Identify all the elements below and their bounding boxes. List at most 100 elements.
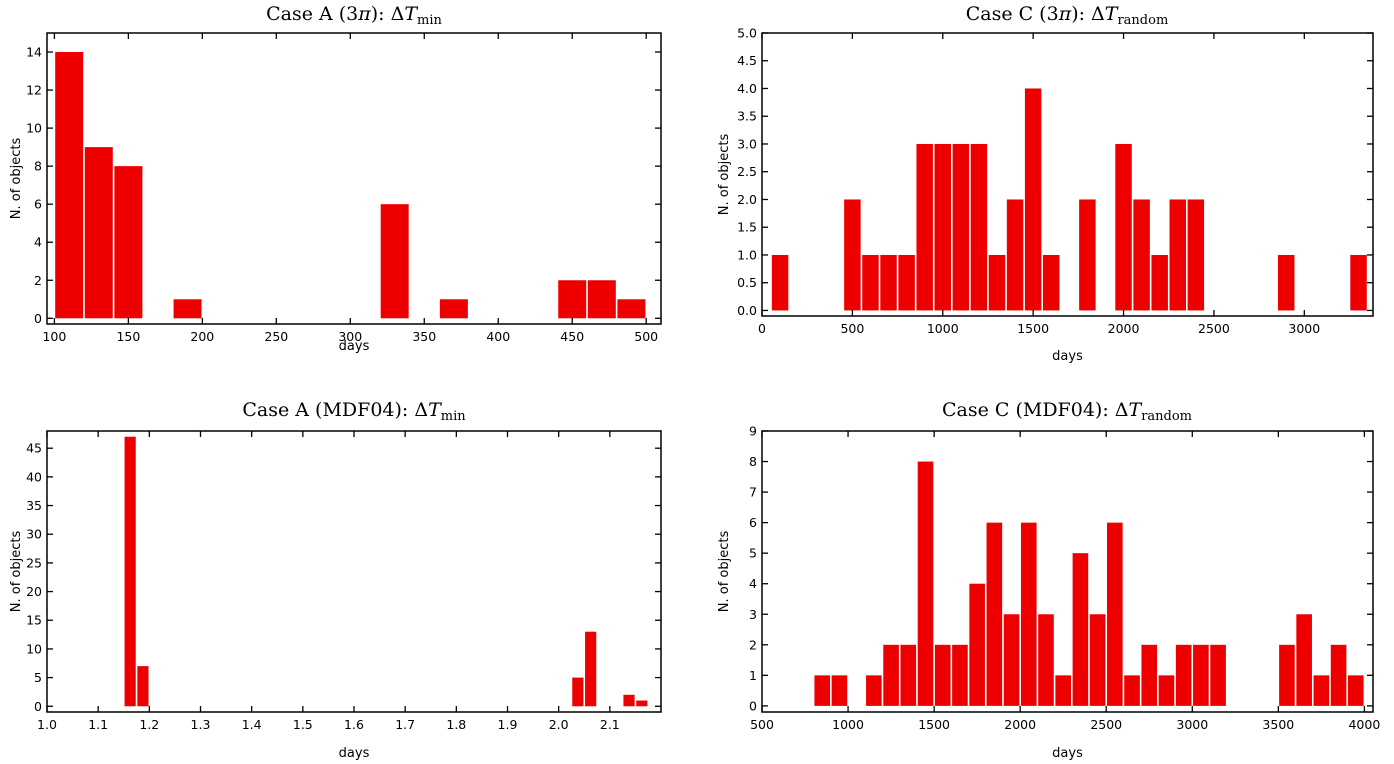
title-title-var: T xyxy=(1105,3,1119,25)
y-tick-label: 2.0 xyxy=(737,192,757,207)
title-title-var: T xyxy=(404,3,418,25)
x-tick-label: 3500 xyxy=(1262,717,1294,732)
histogram-bar xyxy=(1158,675,1175,706)
histogram-bar xyxy=(1279,644,1295,706)
histogram-bar xyxy=(880,254,897,311)
title-title-var: T xyxy=(428,399,442,421)
histogram-bar xyxy=(1141,644,1158,706)
y-tick-label: 45 xyxy=(26,441,42,456)
chart-panel-4: 500 1000 1500 2000 2500 3000 3500 4000 0 1 2 3 4 5 6 7 8… xyxy=(717,399,1380,761)
y-tick-label: 5 xyxy=(749,546,757,561)
y-tick-label: 0.0 xyxy=(737,303,757,318)
histogram-bar xyxy=(1038,614,1054,706)
histogram-bar xyxy=(900,644,917,706)
histogram-bar xyxy=(934,143,952,311)
histogram-bar xyxy=(572,677,584,707)
y-tick-label: 5.0 xyxy=(737,26,757,41)
histogram-bar xyxy=(587,280,616,319)
y-tick-label: 25 xyxy=(26,555,42,570)
y-tick-label: 7 xyxy=(749,485,757,500)
plot-frame xyxy=(46,32,662,325)
histogram-bar xyxy=(898,254,915,311)
x-tick-label: 4000 xyxy=(1348,717,1380,732)
x-tick-label: 400 xyxy=(486,329,510,344)
y-tick-label: 8 xyxy=(34,159,42,174)
y-tick-label: 0 xyxy=(34,311,42,326)
x-tick-label: 150 xyxy=(116,329,140,344)
histogram-bar xyxy=(1277,254,1295,311)
y-tick-label: 6 xyxy=(749,515,757,530)
histogram-bar xyxy=(558,280,587,319)
y-tick-label: 2 xyxy=(34,273,42,288)
histogram-bar xyxy=(952,644,968,706)
histogram-bar xyxy=(1193,644,1209,706)
y-tick-label: 4.5 xyxy=(737,53,757,68)
histogram-bar xyxy=(844,199,861,311)
x-tick-label: 1.4 xyxy=(242,717,262,732)
title-title-sub: min xyxy=(441,409,466,424)
x-tick-label: 2000 xyxy=(1004,717,1036,732)
title-title-main: Case A (MDF04): Δ xyxy=(242,399,428,421)
y-tick-label: 12 xyxy=(26,83,42,98)
x-tick-label: 300 xyxy=(338,329,362,344)
y-tick-label: 6 xyxy=(34,197,42,212)
title-title-sub: random xyxy=(1141,409,1192,424)
title-title-mid: ): Δ xyxy=(1071,3,1105,25)
histogram-bar xyxy=(917,461,934,706)
y-tick-label: 3.0 xyxy=(737,136,757,151)
histogram-bar xyxy=(84,147,113,319)
y-tick-label: 8 xyxy=(749,454,757,469)
y-tick-label: 2.5 xyxy=(737,164,757,179)
y-tick-label: 35 xyxy=(26,498,42,513)
x-tick-label: 1000 xyxy=(832,717,864,732)
x-tick-label: 500 xyxy=(634,329,658,344)
histogram-bar xyxy=(934,644,951,706)
title-title-pi: π xyxy=(357,3,371,25)
y-tick-label: 9 xyxy=(749,424,757,439)
histogram-bar xyxy=(636,700,648,707)
y-axis-label: N. of objects xyxy=(9,138,24,220)
x-axis-label: days xyxy=(339,339,370,354)
chart-panel-3: 1.0 1.1 1.2 1.3 1.4 1.5 1.6 1.7 1.8 1.9 2.0 2.1 0 5 10… xyxy=(9,399,662,761)
histogram-bar xyxy=(1055,675,1072,706)
x-tick-label: 1500 xyxy=(1017,321,1049,336)
y-axis-label: N. of objects xyxy=(717,531,732,613)
histogram-bar xyxy=(988,254,1006,311)
plot-frame xyxy=(761,32,1374,317)
title-title-main: Case C (MDF04): Δ xyxy=(942,399,1129,421)
x-axis-label: days xyxy=(339,746,370,761)
y-tick-label: 4 xyxy=(34,235,42,250)
histogram-bar xyxy=(1133,199,1150,311)
histogram-bar xyxy=(1175,644,1192,706)
histogram-bar xyxy=(916,143,933,311)
title-title-sub: random xyxy=(1117,13,1168,28)
x-tick-label: 250 xyxy=(264,329,288,344)
plot-frame xyxy=(761,430,1374,713)
x-tick-label: 1.0 xyxy=(37,717,57,732)
histogram-bar xyxy=(1313,675,1330,706)
y-tick-label: 0 xyxy=(34,699,42,714)
x-tick-label: 350 xyxy=(412,329,436,344)
y-tick-label: 40 xyxy=(26,469,42,484)
histogram-bar xyxy=(173,299,202,319)
histogram-bar xyxy=(1330,644,1347,706)
histogram-bar xyxy=(1169,199,1187,311)
histogram-bar xyxy=(1350,254,1367,311)
x-tick-label: 2000 xyxy=(1108,321,1140,336)
histogram-bar xyxy=(831,675,848,706)
y-tick-label: 3.5 xyxy=(737,109,757,124)
y-axis-label: N. of objects xyxy=(9,531,24,613)
y-tick-label: 0 xyxy=(749,698,757,713)
histogram-bar xyxy=(970,143,988,311)
x-tick-label: 2.1 xyxy=(600,717,620,732)
histogram-bar xyxy=(439,299,468,319)
y-tick-label: 0.5 xyxy=(737,275,757,290)
y-tick-label: 1.5 xyxy=(737,220,757,235)
histogram-bar xyxy=(1072,553,1089,706)
x-tick-label: 2500 xyxy=(1198,321,1230,336)
histogram-bar xyxy=(1187,199,1205,311)
x-tick-label: 2.0 xyxy=(549,717,569,732)
chart-panel-2: 0 500 1000 1500 2000 2500 3000 0.0 0.5 1.0 1.5 2.0 2… xyxy=(717,3,1374,364)
x-tick-label: 1.5 xyxy=(293,717,313,732)
histogram-bar xyxy=(380,204,409,319)
